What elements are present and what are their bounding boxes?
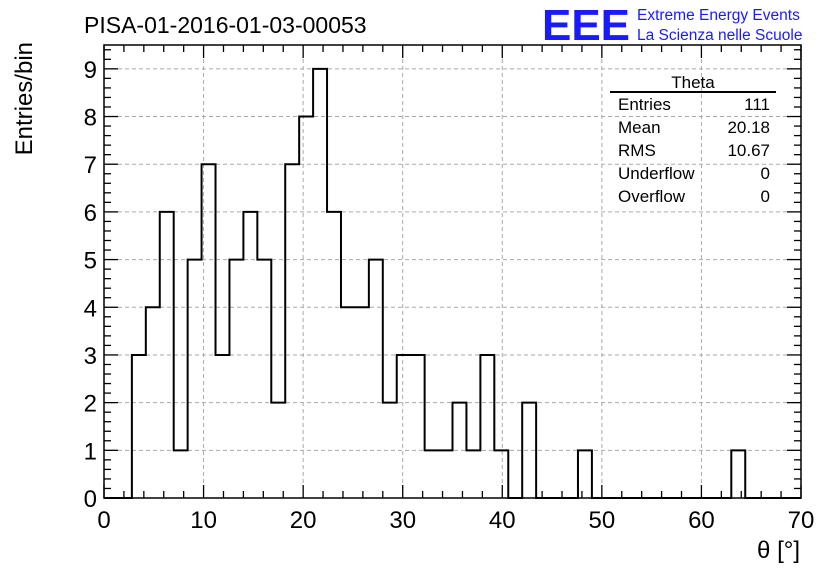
y-tick-label: 5 — [84, 248, 97, 275]
axis-ticks — [103, 45, 802, 499]
x-tick-label: 0 — [97, 507, 110, 534]
x-tick-label: 50 — [589, 507, 616, 534]
histogram-line — [104, 67, 801, 499]
stats-label-rms: RMS — [618, 141, 656, 160]
brand-line-1: Extreme Energy Events — [637, 7, 800, 24]
stats-label-overflow: Overflow — [618, 187, 686, 206]
plot-frame — [103, 44, 802, 499]
run-title: PISA-01-2016-01-03-00053 — [84, 12, 367, 38]
stats-label-mean: Mean — [618, 118, 661, 137]
y-tick-label: 1 — [84, 438, 97, 465]
y-tick-label: 4 — [84, 295, 97, 322]
stats-value-mean: 20.18 — [727, 118, 770, 137]
x-tick-label: 60 — [688, 507, 715, 534]
y-tick-labels: 0 1 2 3 4 5 6 7 8 9 — [84, 57, 97, 513]
brand-line-2: La Scienza nelle Scuole — [637, 27, 802, 44]
y-tick-label: 2 — [84, 391, 97, 418]
y-tick-label: 9 — [84, 57, 97, 84]
y-axis-label: Entries/bin — [11, 42, 38, 155]
stats-value-rms: 10.67 — [727, 141, 770, 160]
y-tick-label: 7 — [84, 152, 97, 179]
y-tick-label: 0 — [84, 486, 97, 513]
x-tick-label: 70 — [788, 507, 815, 534]
x-tick-label: 40 — [489, 507, 516, 534]
y-tick-label: 8 — [84, 105, 97, 132]
stats-box: Theta Entries 111 Mean 20.18 RMS 10.67 U… — [610, 73, 776, 206]
y-tick-label: 6 — [84, 200, 97, 227]
x-tick-label: 10 — [190, 507, 217, 534]
stats-value-overflow: 0 — [761, 187, 770, 206]
stats-label-entries: Entries — [618, 95, 671, 114]
x-tick-label: 30 — [389, 507, 416, 534]
stats-value-underflow: 0 — [761, 164, 770, 183]
stats-title: Theta — [671, 73, 715, 92]
x-axis-label: θ [°] — [757, 537, 800, 564]
grid-lines — [104, 45, 801, 498]
x-tick-labels: 0 10 20 30 40 50 60 70 — [97, 507, 814, 534]
eee-logo: EEE — [542, 1, 630, 50]
x-tick-label: 20 — [290, 507, 317, 534]
stats-value-entries: 111 — [744, 95, 770, 114]
y-tick-label: 3 — [84, 343, 97, 370]
stats-label-underflow: Underflow — [618, 164, 695, 183]
